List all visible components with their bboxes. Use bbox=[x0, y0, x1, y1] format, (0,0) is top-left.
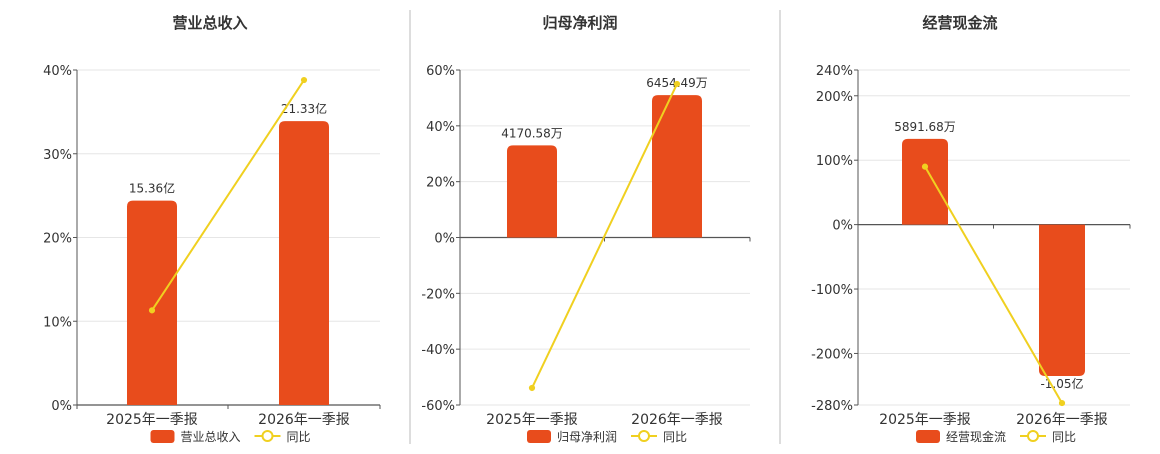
legend-line-label: 同比 bbox=[287, 430, 311, 444]
chart-panel-2: 归母净利润60%40%20%0%-20%-40%-60%4170.58万6454… bbox=[421, 14, 751, 444]
y-tick-label: 10% bbox=[43, 315, 72, 330]
yoy-line bbox=[924, 166, 1063, 404]
chart-panel-1: 营业总收入 0% 10% 20% 30% 40% 15.36亿 21.33亿 2025年一季报 2… bbox=[43, 14, 381, 444]
bar bbox=[127, 200, 177, 405]
x-tick-label: 2026年一季报 bbox=[1016, 412, 1108, 428]
y-tick-label: 0% bbox=[434, 232, 455, 247]
y-tick-label: -40% bbox=[421, 343, 455, 358]
legend-bar-label: 归母净利润 bbox=[557, 430, 617, 444]
x-tick-label: 2026年一季报 bbox=[258, 412, 350, 428]
bar bbox=[279, 121, 329, 406]
legend: 经营现金流 同比 bbox=[916, 429, 1076, 444]
y-tick-label: 240% bbox=[816, 64, 853, 79]
chart-title: 归母净利润 bbox=[542, 14, 617, 32]
y-tick-label: -200% bbox=[811, 347, 853, 362]
x-tick-label: 2025年一季报 bbox=[879, 412, 971, 428]
y-tick-label: 200% bbox=[816, 90, 853, 105]
legend-bar-label: 营业总收入 bbox=[181, 430, 241, 444]
y-tick-label: 40% bbox=[43, 64, 72, 79]
bar bbox=[902, 138, 948, 225]
bar bbox=[652, 95, 702, 238]
x-tick-label: 2025年一季报 bbox=[486, 412, 578, 428]
y-tick-label: -20% bbox=[421, 287, 455, 302]
yoy-point bbox=[300, 76, 308, 84]
y-tick-label: 100% bbox=[816, 154, 853, 169]
legend-line-marker bbox=[1027, 430, 1039, 442]
bar-data-label: 4170.58万 bbox=[501, 126, 563, 140]
yoy-point bbox=[528, 384, 536, 392]
y-tick-label: 20% bbox=[426, 176, 455, 191]
yoy-point bbox=[921, 163, 929, 170]
yoy-line bbox=[531, 83, 678, 389]
y-tick-label: -100% bbox=[811, 283, 853, 298]
y-tick-label: 0% bbox=[51, 399, 72, 414]
legend-line-marker bbox=[261, 430, 274, 442]
legend: 归母净利润 同比 bbox=[527, 430, 687, 444]
bar bbox=[507, 145, 557, 238]
legend-line-marker bbox=[638, 430, 650, 442]
legend-bar-label: 经营现金流 bbox=[946, 429, 1006, 444]
bar-data-label: 5891.68万 bbox=[894, 120, 956, 134]
y-tick-label: -60% bbox=[421, 399, 455, 414]
bar-data-label: -1.05亿 bbox=[1040, 376, 1083, 391]
x-tick-label: 2026年一季报 bbox=[631, 412, 723, 428]
chart-title: 经营现金流 bbox=[922, 14, 997, 32]
chart-title: 营业总收入 bbox=[172, 14, 247, 32]
legend: 营业总收入 同比 bbox=[150, 430, 311, 444]
legend-bar-swatch bbox=[527, 430, 551, 443]
legend-bar-swatch bbox=[916, 430, 940, 443]
yoy-point bbox=[148, 307, 156, 314]
bar-data-label: 21.33亿 bbox=[281, 101, 327, 116]
yoy-line bbox=[151, 79, 305, 311]
y-tick-label: 60% bbox=[426, 64, 455, 79]
y-tick-label: 20% bbox=[43, 232, 72, 247]
legend-line-label: 同比 bbox=[1052, 430, 1076, 444]
y-tick-label: 40% bbox=[426, 120, 455, 135]
chart-panel-3: 经营现金流 240% 200% 100% 0% -100% -200% -280% 5891.6… bbox=[811, 14, 1131, 444]
bar bbox=[1039, 224, 1085, 377]
legend-bar-swatch bbox=[150, 430, 175, 443]
yoy-point bbox=[673, 80, 681, 88]
y-tick-label: 30% bbox=[43, 148, 72, 163]
x-tick-label: 2025年一季报 bbox=[106, 412, 198, 428]
y-tick-label: -280% bbox=[811, 399, 853, 414]
legend-line-label: 同比 bbox=[663, 430, 687, 444]
bar-data-label: 15.36亿 bbox=[129, 181, 175, 196]
y-tick-label: 0% bbox=[832, 219, 853, 234]
yoy-point bbox=[1058, 399, 1066, 407]
